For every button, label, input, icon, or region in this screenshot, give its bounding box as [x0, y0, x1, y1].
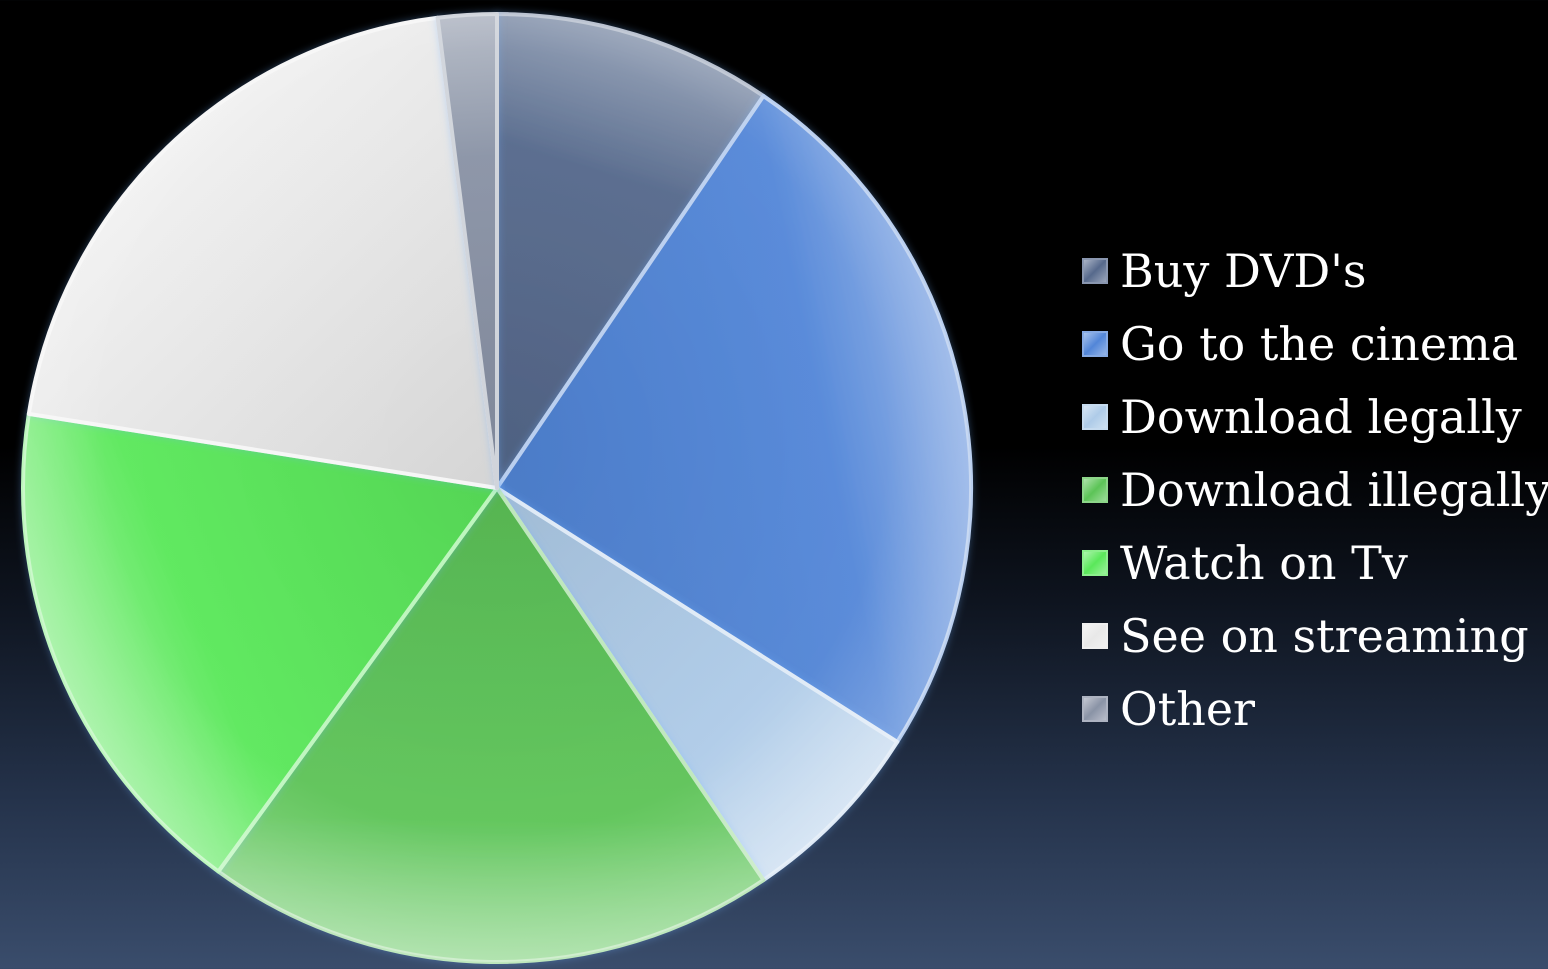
legend-item-watch-on-tv: Watch on Tv [1082, 526, 1548, 599]
legend-swatch-download-illegally [1082, 476, 1108, 503]
legend-label: Go to the cinema [1120, 316, 1519, 371]
legend-item-download-legally: Download legally [1082, 380, 1548, 453]
legend-swatch-watch-on-tv [1082, 549, 1108, 576]
legend-swatch-see-on-streaming [1082, 622, 1108, 649]
legend-item-go-to-the-cinema: Go to the cinema [1082, 307, 1548, 380]
legend-item-download-illegally: Download illegally [1082, 453, 1548, 526]
legend-item-other: Other [1082, 672, 1548, 745]
legend-label: Other [1120, 681, 1256, 736]
legend-item-see-on-streaming: See on streaming [1082, 599, 1548, 672]
legend-swatch-buy-dvds [1082, 257, 1108, 284]
legend-label: See on streaming [1120, 608, 1529, 663]
pie-slice-see-on-streaming [26, 15, 499, 490]
legend-swatch-go-to-the-cinema [1082, 330, 1108, 357]
legend-label: Download illegally [1120, 462, 1548, 517]
legend-label: Buy DVD's [1120, 243, 1367, 298]
legend-swatch-other [1082, 695, 1108, 722]
legend: Buy DVD's Go to the cinema Download lega… [1082, 234, 1548, 745]
legend-label: Watch on Tv [1120, 535, 1408, 590]
legend-swatch-download-legally [1082, 403, 1108, 430]
legend-item-buy-dvds: Buy DVD's [1082, 234, 1548, 307]
legend-label: Download legally [1120, 389, 1522, 444]
pie-slices [21, 12, 973, 964]
